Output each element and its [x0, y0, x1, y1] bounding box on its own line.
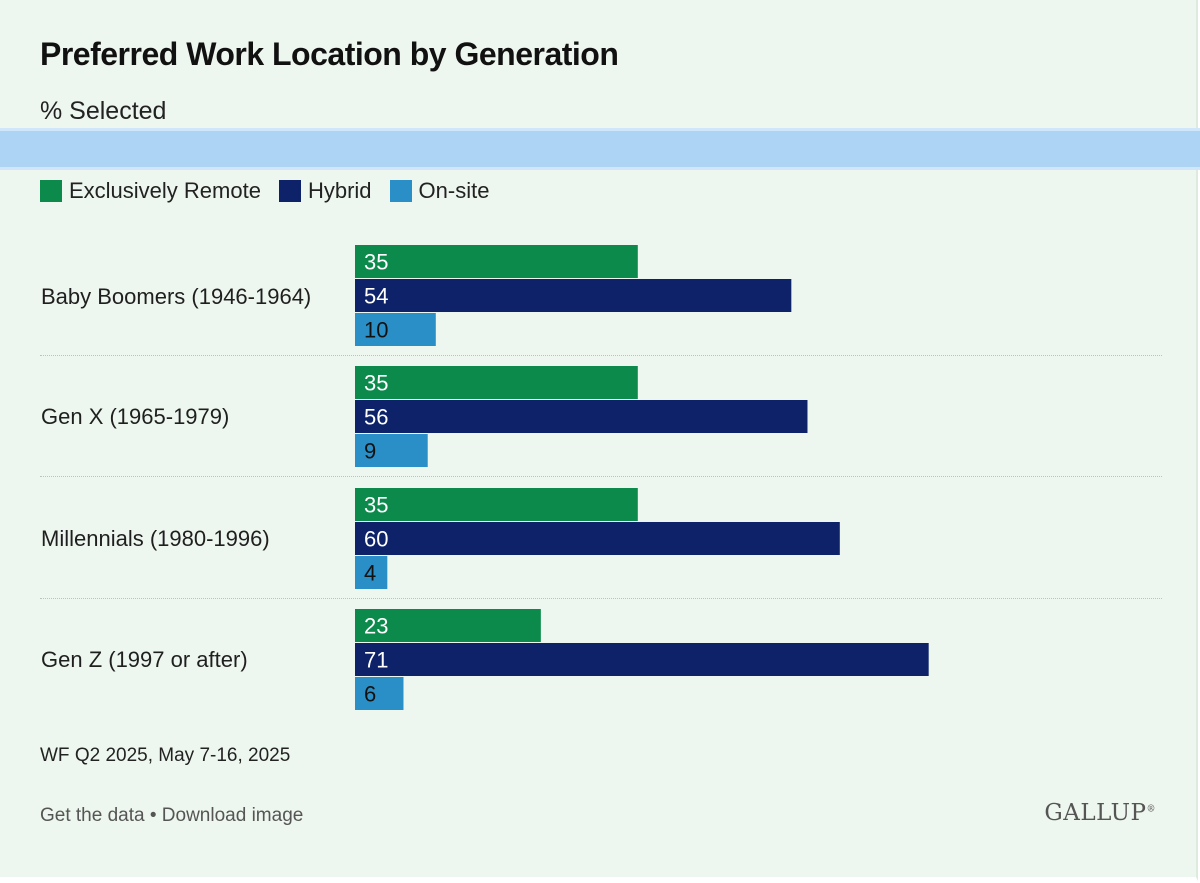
bar-gen-z-remote — [355, 609, 541, 642]
link-separator: • — [149, 805, 157, 826]
data-label-gen-x-remote: 35 — [364, 371, 388, 396]
category-label-millennials: Millennials (1980-1996) — [41, 526, 270, 551]
data-label-gen-z-remote: 23 — [364, 614, 388, 639]
legend-item-remote: Exclusively Remote — [40, 178, 261, 204]
gallup-logo: GALLUP® — [1044, 800, 1156, 826]
legend-label-onsite: On-site — [418, 178, 490, 203]
bar-millennials-onsite — [355, 556, 388, 589]
bar-baby-boomers-hybrid — [355, 279, 792, 312]
data-label-baby-boomers-hybrid: 54 — [364, 284, 388, 309]
data-label-gen-z-onsite: 6 — [364, 682, 376, 707]
legend-item-hybrid: Hybrid — [278, 178, 372, 204]
data-label-millennials-onsite: 4 — [364, 561, 376, 586]
download-image-link[interactable]: Download image — [161, 805, 304, 826]
footer-links: Get the data • Download image — [40, 805, 303, 827]
data-label-baby-boomers-onsite: 10 — [364, 318, 388, 343]
group-divider — [40, 598, 1162, 599]
category-label-baby-boomers: Baby Boomers (1946-1964) — [41, 284, 312, 309]
bar-gen-z-hybrid — [355, 643, 929, 676]
legend-label-hybrid: Hybrid — [307, 178, 372, 203]
get-data-link[interactable]: Get the data — [40, 805, 145, 826]
highlight-band — [0, 128, 1200, 170]
bar-baby-boomers-onsite — [355, 313, 436, 346]
bar-gen-x-remote — [355, 366, 638, 399]
source-note: WF Q2 2025, May 7-16, 2025 — [40, 745, 291, 766]
chart-subtitle: % Selected — [40, 97, 167, 125]
chart-title: Preferred Work Location by Generation — [40, 36, 619, 72]
bar-baby-boomers-remote — [355, 245, 638, 278]
data-label-gen-z-hybrid: 71 — [364, 648, 388, 673]
bar-gen-z-onsite — [355, 677, 404, 710]
group-divider — [40, 355, 1162, 356]
gallup-logo-text: GALLUP — [1044, 800, 1147, 826]
bar-gen-x-onsite — [355, 434, 428, 467]
category-label-gen-x: Gen X (1965-1979) — [41, 404, 230, 429]
legend-swatch-hybrid — [278, 180, 301, 202]
bar-millennials-hybrid — [355, 522, 840, 555]
legend-item-onsite: On-site — [389, 178, 490, 204]
legend-label-remote: Exclusively Remote — [69, 178, 261, 203]
bar-gen-x-hybrid — [355, 400, 808, 433]
legend: Exclusively Remote Hybrid On-site — [40, 178, 507, 204]
bar-millennials-remote — [355, 488, 638, 521]
legend-swatch-onsite — [389, 180, 412, 202]
category-label-gen-z: Gen Z (1997 or after) — [41, 647, 248, 672]
group-divider — [40, 476, 1162, 477]
data-label-gen-x-hybrid: 56 — [364, 405, 388, 430]
data-label-gen-x-onsite: 9 — [364, 439, 376, 464]
data-label-millennials-hybrid: 60 — [364, 527, 388, 552]
data-label-baby-boomers-remote: 35 — [364, 250, 388, 275]
legend-swatch-remote — [40, 180, 62, 202]
data-label-millennials-remote: 35 — [364, 493, 388, 518]
